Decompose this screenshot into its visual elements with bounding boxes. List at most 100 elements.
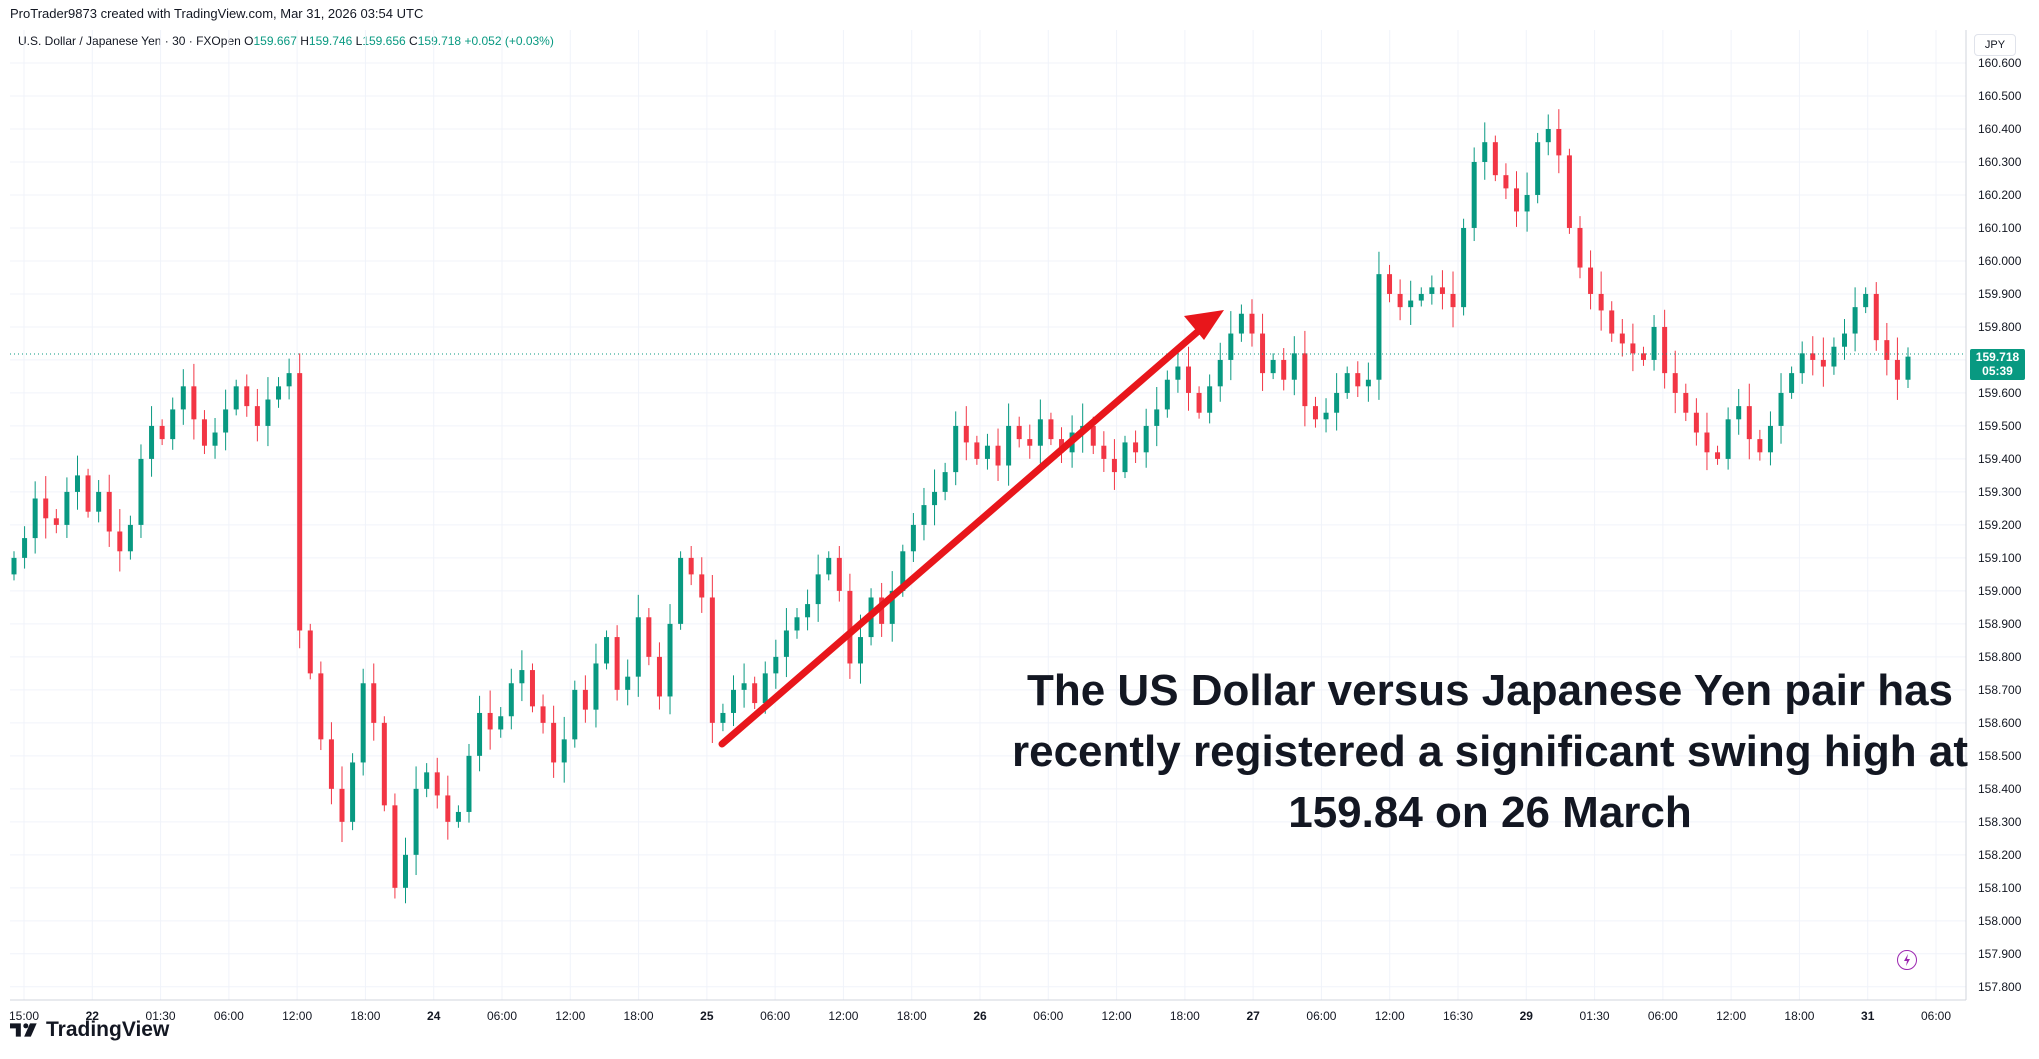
candle-body[interactable] [656, 656, 662, 697]
candle-body[interactable] [709, 597, 715, 723]
candle-body[interactable] [1164, 379, 1170, 410]
candle-body[interactable] [614, 637, 620, 690]
candle-body[interactable] [805, 604, 811, 618]
candle-body[interactable] [445, 795, 451, 822]
candle-body[interactable] [826, 557, 832, 575]
candle-body[interactable] [699, 574, 705, 598]
candle-body[interactable] [1439, 287, 1445, 294]
candle-body[interactable] [1609, 310, 1615, 334]
candle-body[interactable] [1387, 274, 1393, 294]
candle-body[interactable] [984, 445, 990, 459]
candle-body[interactable] [466, 755, 472, 812]
candle-body[interactable] [1249, 313, 1255, 334]
candle-body[interactable] [11, 557, 17, 575]
candle-body[interactable] [350, 762, 356, 822]
candle-body[interactable] [170, 409, 176, 440]
candle-body[interactable] [106, 491, 112, 532]
candle-body[interactable] [1312, 406, 1318, 420]
candle-body[interactable] [604, 637, 610, 664]
candle-body[interactable] [1365, 379, 1371, 387]
candle-body[interactable] [847, 590, 853, 664]
candle-body[interactable] [1376, 274, 1382, 380]
candle-body[interactable] [85, 475, 91, 512]
candle-body[interactable] [498, 716, 504, 730]
currency-button[interactable]: JPY [1974, 34, 2016, 56]
candle-body[interactable] [1630, 343, 1636, 354]
candle-body[interactable] [678, 557, 684, 624]
candle-body[interactable] [1693, 412, 1699, 433]
candle-body[interactable] [1122, 442, 1128, 473]
candle-body[interactable] [1598, 293, 1604, 311]
candle-body[interactable] [741, 683, 747, 690]
candle-body[interactable] [1048, 419, 1054, 440]
candle-body[interactable] [720, 712, 726, 723]
candle-body[interactable] [773, 656, 779, 674]
candle-body[interactable] [1461, 227, 1467, 308]
candle-body[interactable] [1873, 293, 1879, 341]
candle-body[interactable] [455, 811, 461, 822]
candle-body[interactable] [667, 623, 673, 697]
candle-body[interactable] [180, 386, 186, 410]
candle-body[interactable] [1090, 425, 1096, 446]
candle-body[interactable] [381, 722, 387, 806]
candle-body[interactable] [1619, 333, 1625, 344]
candle-body[interactable] [910, 524, 916, 552]
candle-body[interactable] [1408, 300, 1414, 308]
candle-body[interactable] [244, 386, 250, 407]
candle-body[interactable] [1863, 293, 1869, 308]
candle-body[interactable] [646, 617, 652, 657]
candle-body[interactable] [529, 670, 535, 707]
candle-body[interactable] [752, 683, 758, 704]
candle-body[interactable] [1524, 194, 1530, 212]
symbol-legend[interactable]: U.S. Dollar / Japanese Yen · 30 · FXOpen… [18, 34, 554, 48]
candle-body[interactable] [836, 557, 842, 591]
candle-body[interactable] [1027, 439, 1033, 446]
candle-body[interactable] [519, 670, 525, 684]
candle-body[interactable] [392, 805, 398, 888]
candle-body[interactable] [149, 425, 155, 459]
candle-body[interactable] [1270, 359, 1276, 374]
candle-body[interactable] [1725, 419, 1731, 459]
candle-body[interactable] [1566, 155, 1572, 228]
lightning-icon[interactable] [1897, 950, 1917, 970]
candle-body[interactable] [1905, 356, 1911, 380]
candle-body[interactable] [572, 689, 578, 740]
candle-body[interactable] [402, 854, 408, 888]
candle-body[interactable] [857, 637, 863, 664]
candle-body[interactable] [1662, 326, 1668, 374]
candle-body[interactable] [1302, 353, 1308, 407]
candle-body[interactable] [1143, 425, 1149, 453]
candle-body[interactable] [1884, 340, 1890, 360]
candle-body[interactable] [1196, 392, 1202, 413]
candle-body[interactable] [1291, 353, 1297, 380]
candle-body[interactable] [360, 683, 366, 763]
candle-body[interactable] [1767, 425, 1773, 453]
candle-body[interactable] [551, 722, 557, 763]
candle-body[interactable] [1492, 142, 1498, 176]
candle-body[interactable] [254, 406, 260, 426]
candle-body[interactable] [1111, 458, 1117, 473]
candle-body[interactable] [974, 442, 980, 459]
candle-body[interactable] [932, 491, 938, 506]
candle-body[interactable] [1006, 425, 1012, 466]
candle-body[interactable] [74, 475, 80, 492]
candle-body[interactable] [1577, 227, 1583, 268]
candle-body[interactable] [815, 574, 821, 605]
candle-body[interactable] [635, 617, 641, 677]
candle-body[interactable] [297, 373, 303, 631]
candle-body[interactable] [1482, 142, 1488, 162]
candle-body[interactable] [582, 689, 588, 710]
candle-body[interactable] [424, 772, 430, 789]
candle-body[interactable] [22, 538, 28, 558]
candle-body[interactable] [1831, 346, 1837, 367]
candle-body[interactable] [1133, 442, 1139, 453]
candle-body[interactable] [1757, 439, 1763, 453]
candle-body[interactable] [1810, 353, 1816, 360]
candle-body[interactable] [1418, 293, 1424, 301]
candle-body[interactable] [1715, 452, 1721, 459]
candle-body[interactable] [1651, 326, 1657, 360]
candle-body[interactable] [1450, 293, 1456, 308]
candle-body[interactable] [1154, 409, 1160, 426]
candle-body[interactable] [413, 788, 419, 855]
candle-body[interactable] [1016, 425, 1022, 440]
